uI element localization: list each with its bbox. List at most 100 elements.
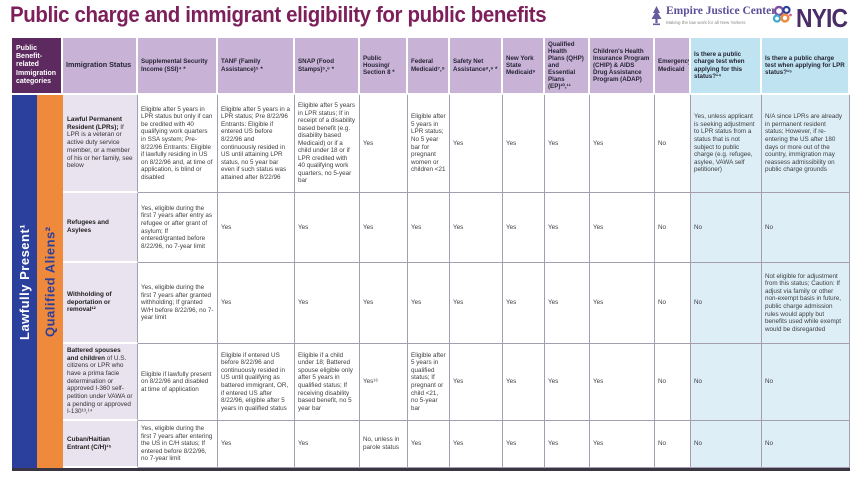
benefit-cell: Eligible if lawfully present on 8/22/96 … [138, 344, 218, 421]
benefit-cell: Eligible if entered US before 8/22/96 an… [218, 344, 295, 421]
empire-justice-logo: Empire Justice Center Making the law wor… [650, 5, 777, 26]
benefit-cell: Yes [503, 193, 545, 263]
benefit-cell: Yes [590, 344, 655, 421]
status-label: Battered spouses and children [67, 346, 121, 362]
benefit-cell: Yes [295, 193, 360, 263]
public-charge-cell: No [691, 263, 762, 344]
benefit-cell: Eligible after 5 years in qualified stat… [408, 344, 450, 421]
col-header-federal-medicaid: Federal Medicaid⁷,⁸ [408, 38, 450, 95]
col-header-ssi: Supplemental Security Income (SSI)⁴ * [138, 38, 218, 95]
nyic-logo: NYIC [770, 3, 850, 32]
empire-justice-logo-name: Empire Justice Center [666, 5, 777, 17]
public-charge-cell: No [691, 344, 762, 421]
benefit-cell: Yes [450, 95, 503, 193]
benefit-cell: Yes [408, 421, 450, 468]
benefit-cell: Yes [503, 263, 545, 344]
col-header-public-charge-lpr-status: Is there a public charge test when apply… [762, 38, 850, 95]
sidebar-lawfully-present-label: Lawfully Present¹ [17, 223, 32, 340]
benefit-cell: Yes [545, 95, 590, 193]
status-detail: of U.S. citizens or LPR who have a prima… [67, 354, 133, 416]
benefit-cell: Yes [408, 193, 450, 263]
col-header-tanf: TANF (Family Assistance)⁵ * [218, 38, 295, 95]
public-charge-cell: No [762, 344, 850, 421]
benefit-cell: Yes [360, 95, 408, 193]
public-charge-cell: No [762, 421, 850, 468]
benefit-cell: Eligible after 5 years in a LPR status; … [218, 95, 295, 193]
benefit-cell: Eligible after 5 years in LPR status; No… [408, 95, 450, 193]
benefit-cell: Yes [408, 263, 450, 344]
public-charge-cell: N/A since LPRs are already in permanent … [762, 95, 850, 193]
public-charge-cell: No [691, 193, 762, 263]
benefit-cell: Eligible if a child under 18; Battered s… [295, 344, 360, 421]
status-label: Cuban/Haitian Entrant (C/H)¹⁵ [67, 435, 112, 451]
benefit-cell: No [655, 421, 691, 468]
benefit-cell: Yes [545, 421, 590, 468]
nyic-logo-icon [770, 3, 794, 32]
benefit-cell: Yes [590, 193, 655, 263]
col-header-nys-medicaid: New York State Medicaid⁹ [503, 38, 545, 95]
page-title: Public charge and immigrant eligibility … [10, 2, 547, 27]
benefit-cell: Yes, eligible during the first 7 years a… [138, 263, 218, 344]
benefit-cell: Yes [360, 193, 408, 263]
status-cell-lpr: Lawful Permanent Resident (LPRs); If LPR… [63, 95, 138, 193]
benefit-cell: Eligible after 5 years in LPR status but… [138, 95, 218, 193]
benefit-cell: Yes¹⁶ [360, 344, 408, 421]
benefit-cell: No, unless in parole status [360, 421, 408, 468]
benefit-cell: Yes [545, 263, 590, 344]
public-charge-cell: Not eligible for adjustment from this st… [762, 263, 850, 344]
status-cell-refugees-asylees: Refugees and Asylees [63, 193, 138, 263]
col-header-chip-adap: Children's Health Insurance Program (CHI… [590, 38, 655, 95]
benefit-cell: Yes [218, 421, 295, 468]
col-header-snap: SNAP (Food Stamps)⁵,⁶ * [295, 38, 360, 95]
benefit-cell: Yes [218, 263, 295, 344]
benefit-cell: Yes [360, 263, 408, 344]
benefit-cell: Yes [295, 421, 360, 468]
benefit-cell: Yes [590, 421, 655, 468]
benefit-cell: No [655, 263, 691, 344]
benefit-cell: Yes [450, 263, 503, 344]
col-header-emergency-medicaid: Emergency Medicaid [655, 38, 691, 95]
col-header-qhp-ep: Qualified Health Plans (QHP) and Essenti… [545, 38, 590, 95]
status-cell-cuban-haitian: Cuban/Haitian Entrant (C/H)¹⁵ [63, 421, 138, 468]
benefit-cell: Yes, eligible during the first 7 years a… [138, 421, 218, 468]
benefit-cell: Yes [590, 263, 655, 344]
col-header-safety-net: Safety Net Assistance⁸,⁹ * [450, 38, 503, 95]
benefit-cell: Yes [450, 193, 503, 263]
benefit-cell: Yes [545, 193, 590, 263]
sidebar-qualified-aliens-label: Qualified Aliens² [42, 226, 58, 337]
corner-header: Public Benefit-related Immigration categ… [12, 38, 63, 95]
benefit-cell: Yes [450, 421, 503, 468]
benefit-cell: Yes [218, 193, 295, 263]
benefit-cell: Yes [590, 95, 655, 193]
benefit-cell: Yes [503, 344, 545, 421]
sidebar-qualified-aliens: Qualified Aliens² [37, 95, 63, 468]
status-cell-withholding: Withholding of deportation or removal¹² [63, 263, 138, 344]
benefit-cell: No [655, 95, 691, 193]
benefit-cell: No [655, 193, 691, 263]
empire-justice-logo-icon [650, 6, 663, 26]
benefit-cell: Yes [295, 263, 360, 344]
col-header-immigration-status: Immigration Status [63, 38, 138, 95]
benefit-cell: Yes [450, 344, 503, 421]
col-header-public-housing: Public Housing/ Section 8 * [360, 38, 408, 95]
col-header-public-charge-this-status: Is there a public charge test when apply… [691, 38, 762, 95]
benefit-cell: Yes, eligible during the first 7 years a… [138, 193, 218, 263]
empire-justice-logo-tagline: Making the law work for all New Yorkers [666, 19, 746, 25]
public-charge-cell: No [691, 421, 762, 468]
eligibility-table: Public Benefit-related Immigration categ… [12, 38, 850, 471]
status-cell-battered-spouses: Battered spouses and children of U.S. ci… [63, 344, 138, 421]
benefit-cell: Eligible after 5 years in LPR status; If… [295, 95, 360, 193]
status-label: Refugees and Asylees [67, 219, 109, 234]
benefit-cell: Yes [503, 421, 545, 468]
sidebar-lawfully-present: Lawfully Present¹ [12, 95, 37, 468]
benefit-cell: Yes [503, 95, 545, 193]
status-label: Withholding of deportation or removal¹² [67, 290, 112, 314]
benefit-cell: No [655, 344, 691, 421]
public-charge-cell: Yes, unless applicant is seeking adjustm… [691, 95, 762, 193]
benefit-cell: Yes [545, 344, 590, 421]
status-label: Lawful Permanent Resident (LPRs); [67, 116, 123, 131]
public-charge-cell: No [762, 193, 850, 263]
status-detail: If LPR is a veteran or active duty servi… [67, 123, 133, 170]
nyic-logo-name: NYIC [796, 2, 848, 33]
